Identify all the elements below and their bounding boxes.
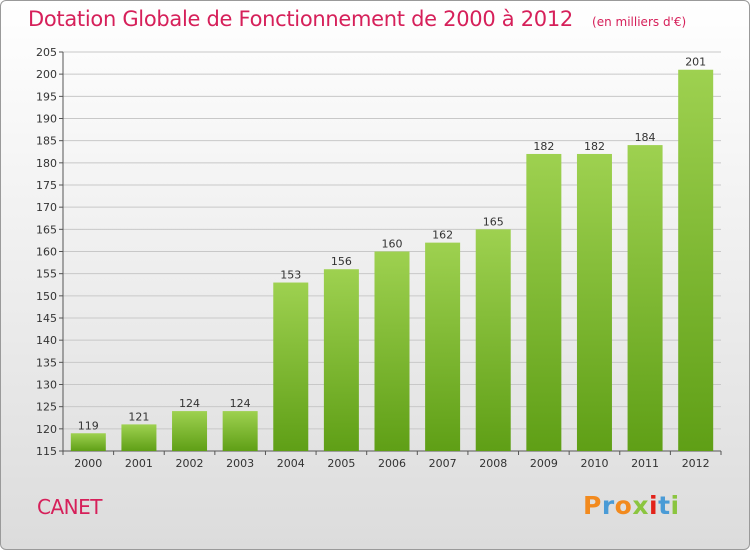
y-tick-label: 120: [36, 423, 57, 436]
y-tick-label: 145: [36, 312, 57, 325]
bar: [576, 153, 612, 451]
x-tick-label: 2010: [580, 457, 608, 470]
logo-letter: t: [658, 491, 671, 520]
bar: [425, 242, 461, 451]
bar: [222, 411, 258, 451]
logo-letter: i: [649, 491, 659, 520]
data-label: 182: [584, 140, 605, 153]
logo-letter: r: [601, 491, 615, 520]
bar: [475, 229, 511, 451]
y-tick-label: 155: [36, 268, 57, 281]
bar: [374, 251, 410, 451]
data-label: 153: [280, 269, 301, 282]
x-tick-label: 2009: [530, 457, 558, 470]
title-row: Dotation Globale de Fonctionnement de 20…: [28, 7, 686, 31]
y-tick-label: 130: [36, 379, 57, 392]
y-tick-label: 150: [36, 290, 57, 303]
data-label: 124: [179, 397, 200, 410]
chart-title: Dotation Globale de Fonctionnement de 20…: [28, 7, 573, 31]
x-tick-label: 2006: [378, 457, 406, 470]
bar: [678, 69, 714, 451]
x-tick-label: 2007: [429, 457, 457, 470]
bar: [121, 424, 157, 451]
bar: [273, 282, 309, 451]
y-tick-label: 195: [36, 90, 57, 103]
logo-letter: i: [670, 491, 680, 520]
data-label: 124: [230, 397, 251, 410]
bar: [526, 153, 562, 451]
y-tick-label: 165: [36, 223, 57, 236]
data-label: 201: [685, 56, 706, 69]
bar: [627, 145, 663, 451]
x-tick-label: 2008: [479, 457, 507, 470]
data-label: 184: [635, 131, 656, 144]
data-label: 156: [331, 255, 352, 268]
y-tick-label: 125: [36, 401, 57, 414]
commune-name: CANET: [37, 495, 102, 519]
y-tick-labels: 115 120 125 130 135 140 145 150 155 160 165 170 175 1…: [36, 46, 57, 458]
data-label: 165: [483, 215, 504, 228]
unit-note: (en milliers d'€): [592, 15, 687, 29]
x-tick-label: 2011: [631, 457, 659, 470]
y-tick-label: 160: [36, 246, 57, 259]
y-tick-label: 205: [36, 46, 57, 59]
y-tick-label: 175: [36, 179, 57, 192]
x-tick-label: 2012: [682, 457, 710, 470]
logo-letter: P: [583, 491, 602, 520]
y-tick-label: 170: [36, 201, 57, 214]
x-tick-labels: 2000 2001 2002 2003 2004 2005 2006 2007 2008 2009…: [74, 457, 709, 470]
logo-letter: x: [632, 491, 649, 520]
data-label: 182: [533, 140, 554, 153]
bar: [70, 433, 106, 451]
y-tick-label: 185: [36, 135, 57, 148]
x-tick-label: 2005: [327, 457, 355, 470]
bar: [323, 269, 359, 451]
logo-letter: o: [614, 491, 633, 520]
data-label: 119: [78, 419, 99, 432]
y-tick-label: 135: [36, 356, 57, 369]
data-labels: 119 121 124 124 153 156 160 162 165 182 182 184 201: [78, 56, 706, 433]
x-tick-label: 2002: [176, 457, 204, 470]
data-label: 160: [382, 238, 403, 251]
y-tick-label: 200: [36, 68, 57, 81]
y-tick-label: 180: [36, 157, 57, 170]
bar: [172, 411, 208, 451]
x-tick-label: 2001: [125, 457, 153, 470]
y-tick-label: 140: [36, 334, 57, 347]
bars: [70, 69, 714, 451]
x-tick-label: 2003: [226, 457, 254, 470]
data-label: 162: [432, 229, 453, 242]
y-tick-label: 115: [36, 445, 57, 458]
x-tick-label: 2000: [74, 457, 102, 470]
y-tick-label: 190: [36, 113, 57, 126]
data-label: 121: [128, 410, 149, 423]
proxiti-logo[interactable]: Proxiti: [583, 491, 680, 520]
x-tick-label: 2004: [277, 457, 305, 470]
